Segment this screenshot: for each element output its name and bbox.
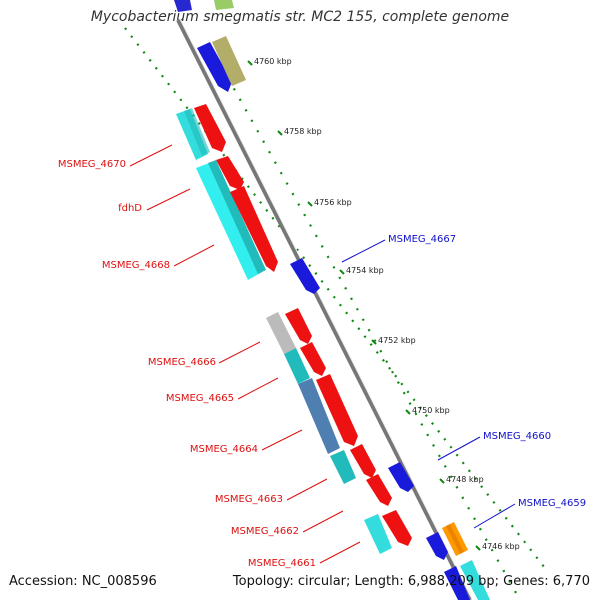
gene-label: MSMEG_4670 [58,159,126,170]
gene-label: MSMEG_4665 [166,393,234,404]
gene-orange-4659b [446,524,464,554]
gene-label-leader [218,341,261,364]
tick-mark [439,478,445,484]
tick-mark [277,130,283,136]
left-label-group: MSMEG_4670 fdhD MSMEG_4668 MSMEG_4666 MSMEG_… [58,144,361,569]
gene-label-leader [129,144,173,167]
backbone-highlight [179,18,473,600]
tick-mark [371,339,377,345]
gene-red-4662 [366,474,392,506]
gene-label: MSMEG_4662 [231,526,299,537]
gene-label-leader [437,436,481,461]
accession-text: Accession: NC_008596 [9,574,157,589]
gene-label-leader [286,478,328,501]
gene-red-4664 [316,374,358,446]
gene-cyan-4670b [184,108,210,156]
gene-label: MSMEG_4663 [215,494,283,505]
tick-label: 4746 kbp [482,542,520,551]
gene-label: MSMEG_4660 [483,431,551,442]
gene-cyan-4661 [364,514,392,554]
gene-label: MSMEG_4659 [518,498,586,509]
tick-mark [307,201,313,207]
gene-label: fdhD [118,203,142,214]
gene-blue-4760 [197,42,232,92]
tick-group: 4760 kbp 4758 kbp 4756 kbp 4754 kbp 4752 kbp… [247,57,520,551]
gene-label-leader [237,377,279,400]
gene-blue-4659 [426,532,448,560]
gene-cyan-4663 [330,450,356,484]
tick-label: 4754 kbp [346,266,384,275]
tick-mark [405,409,411,415]
gene-cyan-4665 [284,348,310,384]
gene-label: MSMEG_4664 [190,444,258,455]
gene-red-4666 [285,308,312,344]
map-title: Mycobacterium smegmatis str. MC2 155, co… [90,9,510,25]
gene-label-leader [146,188,191,211]
tick-label: 4752 kbp [378,336,416,345]
gene-blue-bottom [444,566,470,600]
gene-cyan-4668 [196,162,262,280]
gene-top-green-partial [214,0,234,10]
gene-label: MSMEG_4667 [388,234,456,245]
right-label-group: MSMEG_4667 MSMEG_4660 MSMEG_4659 [341,234,586,529]
gene-label: MSMEG_4668 [102,260,170,271]
tick-label: 4760 kbp [254,57,292,66]
gene-top-blue-partial [174,0,192,12]
gene-gray-4666 [266,312,296,354]
gene-label-leader [473,503,516,529]
gene-steel-4664 [298,378,340,454]
tick-label: 4756 kbp [314,198,352,207]
gene-label: MSMEG_4666 [148,357,216,368]
gene-red-4663 [350,444,376,478]
gene-label-leader [302,510,344,533]
tick-label: 4750 kbp [412,406,450,415]
gene-label-leader [173,244,215,267]
gene-red-4665 [300,342,326,376]
gene-red-4670 [194,104,226,152]
tick-mark [339,269,345,275]
tick-mark [475,545,481,551]
tick-label: 4748 kbp [446,475,484,484]
gene-blue-4667 [290,258,320,294]
gene-red-4668 [230,186,278,272]
tick-mark [247,60,253,66]
gene-red-fdhd [216,156,244,190]
gene-orange-4659 [442,522,468,556]
gene-label-leader [319,541,361,564]
gene-blue-4660 [388,462,414,492]
gene-olive-4760 [212,36,246,86]
topology-summary: Topology: circular; Length: 6,988,209 bp… [232,574,590,589]
tick-label: 4758 kbp [284,127,322,136]
gene-label: MSMEG_4661 [248,558,316,569]
backbone-line [176,19,472,600]
gene-label-leader [261,429,303,451]
gene-label-leader [341,239,386,263]
gene-cyan-4668b [208,160,266,274]
gene-cyan-bottom [460,560,490,600]
gene-red-4661 [382,510,412,546]
